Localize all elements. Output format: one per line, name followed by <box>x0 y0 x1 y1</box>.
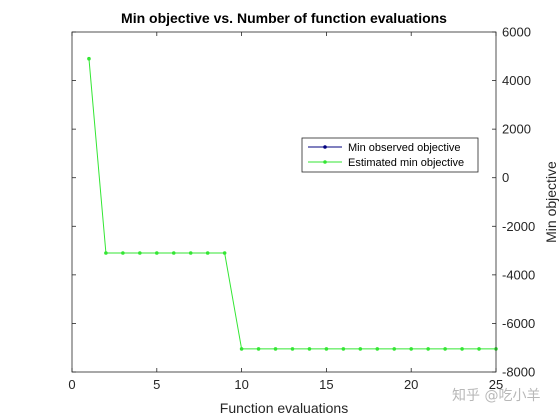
data-point <box>307 347 312 351</box>
x-tick-label: 0 <box>68 377 75 392</box>
legend: Min observed objective Estimated min obje… <box>301 137 479 173</box>
y-tick-label: 4000 <box>502 73 531 88</box>
data-point <box>205 251 210 255</box>
y-tick-label: -4000 <box>502 267 535 282</box>
watermark-text: 知乎 @吃小羊 <box>452 387 540 404</box>
data-point <box>324 347 329 351</box>
data-point <box>188 251 193 255</box>
plot-area <box>72 32 496 372</box>
axes: 0 5 10 15 20 25-8000 -6000 -4000 -2000 0 2000 4000 6… <box>68 25 535 393</box>
x-tick-label: 25 <box>489 377 503 392</box>
data-point <box>239 347 244 351</box>
data-point <box>256 347 261 351</box>
x-tick-label: 10 <box>234 377 248 392</box>
legend-swatch-marker <box>323 145 327 149</box>
data-point <box>171 251 176 255</box>
series-lines <box>87 56 498 351</box>
plot-background <box>72 32 496 372</box>
data-point <box>222 251 227 255</box>
data-point <box>426 347 430 351</box>
data-point <box>155 251 159 255</box>
data-point <box>477 347 481 351</box>
data-point <box>273 347 278 351</box>
y-tick-label: 0 <box>502 170 509 185</box>
data-point <box>358 347 363 351</box>
data-point <box>460 347 464 351</box>
legend-entry-label: Estimated min objective <box>348 157 464 169</box>
y-tick-label: -2000 <box>502 219 535 234</box>
data-point <box>290 347 295 351</box>
data-point <box>121 251 125 255</box>
data-point <box>375 347 380 351</box>
x-axis-label: Function evaluations <box>220 400 348 416</box>
data-point <box>392 347 397 351</box>
axes-box <box>71 31 497 373</box>
legend-entry-label: Min observed objective <box>348 142 461 154</box>
y-tick-label: 2000 <box>502 122 531 137</box>
chart-title: Min objective vs. Number of function eva… <box>121 10 447 26</box>
x-tick-label: 5 <box>153 377 160 392</box>
y-axis-label: Min objective <box>543 161 559 243</box>
y-tick-label: 6000 <box>502 25 531 40</box>
legend-swatch-marker <box>323 160 327 164</box>
x-tick-label: 20 <box>404 377 418 392</box>
data-point <box>409 347 414 351</box>
data-point <box>138 251 142 255</box>
data-point <box>104 251 108 255</box>
data-point <box>443 347 447 351</box>
data-point <box>341 347 346 351</box>
data-point <box>87 56 91 61</box>
x-tick-label: 15 <box>319 377 333 392</box>
y-tick-label: -6000 <box>502 316 535 331</box>
legend-box <box>301 137 479 173</box>
y-tick-label: -8000 <box>502 365 535 380</box>
